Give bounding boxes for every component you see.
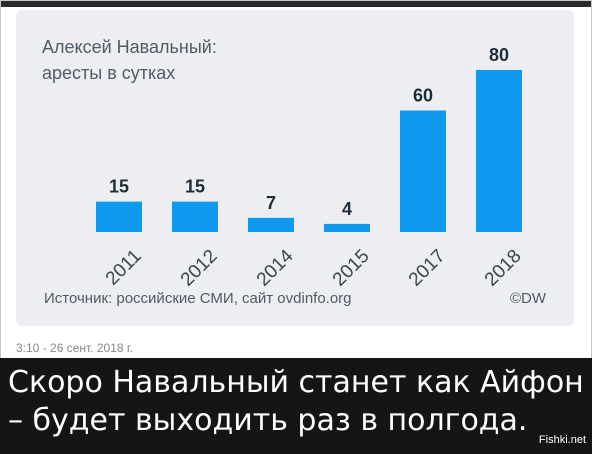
chart-title: Алексей Навальный: аресты в сутках xyxy=(42,34,302,86)
data-label-2018: 80 xyxy=(489,45,509,65)
chart-title-line-2: аресты в сутках xyxy=(42,63,176,83)
caption-line-1: Скоро Навальный станет как Айфон xyxy=(8,365,584,400)
x-tick-2015: 2015 xyxy=(329,246,374,291)
bar-2014 xyxy=(248,217,294,232)
data-label-2015: 4 xyxy=(342,199,352,219)
data-label-2011: 15 xyxy=(109,177,129,197)
watermark: Fishki.net xyxy=(538,434,586,446)
caption-bar xyxy=(0,358,592,454)
chart-source: Источник: российские СМИ, сайт ovdinfo.o… xyxy=(44,290,352,307)
x-tick-2018: 2018 xyxy=(481,246,526,291)
bar-2015 xyxy=(324,223,370,232)
top-strip xyxy=(1,1,591,7)
x-tick-2017: 2017 xyxy=(405,246,450,291)
chart-title-line-1: Алексей Навальный: xyxy=(42,37,217,57)
bar-2012 xyxy=(172,201,218,232)
chart-card: Алексей Навальный: аресты в сутках 15 201… xyxy=(16,10,574,326)
post-timestamp: 3:10 - 26 сент. 2018 г. xyxy=(16,341,134,355)
x-tick-2014: 2014 xyxy=(253,245,298,290)
data-label-2012: 15 xyxy=(185,177,205,197)
bar-2018 xyxy=(476,70,522,232)
x-tick-2012: 2012 xyxy=(177,246,222,291)
caption-line-2: – будет выходить раз в полгода. xyxy=(8,403,528,438)
bar-2017 xyxy=(400,110,446,232)
bar-2011 xyxy=(96,201,142,232)
data-label-2014: 7 xyxy=(266,193,276,213)
x-tick-2011: 2011 xyxy=(102,246,146,290)
meme-caption: Скоро Навальный станет как Айфон – будет… xyxy=(8,364,584,440)
bar-chart: 15 2011 15 2012 7 2014 4 2015 60 2017 80 2018 xyxy=(96,45,526,291)
data-label-2017: 60 xyxy=(413,86,433,106)
chart-credit: ©DW xyxy=(509,290,546,307)
